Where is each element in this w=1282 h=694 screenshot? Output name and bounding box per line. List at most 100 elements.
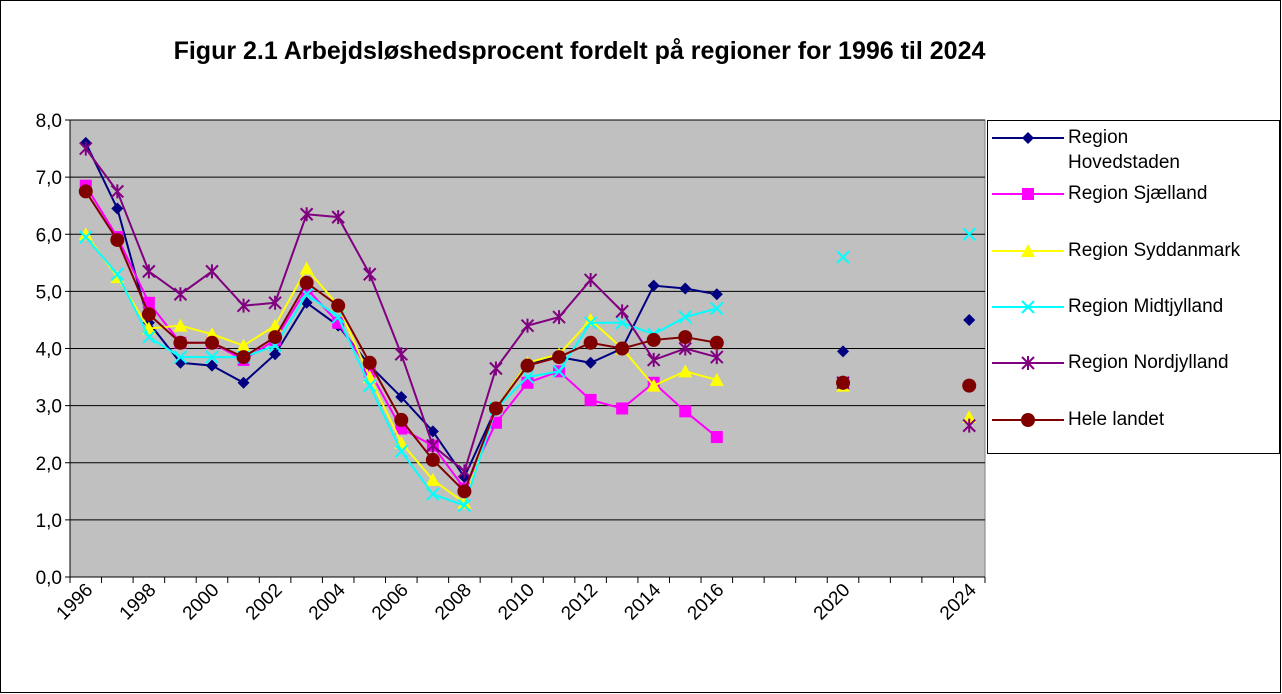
marker	[552, 350, 567, 365]
x-tick-label: 2020	[810, 580, 855, 625]
marker	[205, 350, 219, 364]
legend-label: Hele landet	[1068, 409, 1165, 430]
legend-item: Region Nordjylland	[988, 350, 1229, 376]
legend-label: Region Nordjylland	[1068, 352, 1229, 373]
marker	[709, 335, 724, 350]
marker	[710, 288, 723, 301]
x-tick-label: 2002	[242, 580, 287, 625]
marker	[426, 438, 440, 453]
legend-item: Region Syddanmark	[988, 238, 1240, 264]
y-tick-label: 0,0	[36, 568, 62, 589]
marker	[362, 370, 377, 384]
x-tick-label: 2016	[684, 580, 729, 625]
marker	[1021, 244, 1035, 257]
marker	[299, 275, 314, 290]
marker	[457, 495, 472, 509]
marker	[678, 364, 693, 378]
marker	[173, 318, 188, 332]
marker	[616, 402, 629, 415]
legend-swatch	[992, 188, 1064, 200]
marker	[204, 335, 219, 350]
x-tick-label: 2008	[431, 580, 476, 625]
marker	[1021, 300, 1035, 314]
marker	[269, 348, 282, 361]
marker	[678, 330, 693, 345]
marker	[520, 370, 535, 384]
y-tick-label: 1,0	[36, 511, 62, 532]
marker	[268, 295, 282, 310]
marker	[679, 282, 692, 295]
marker	[395, 391, 408, 404]
marker	[205, 359, 218, 372]
legend-swatch	[992, 413, 1064, 427]
marker	[394, 444, 409, 459]
marker	[710, 350, 724, 365]
marker	[236, 350, 251, 365]
marker	[78, 184, 93, 199]
marker	[111, 202, 124, 215]
marker	[647, 279, 660, 292]
marker	[173, 350, 188, 364]
marker	[678, 310, 692, 324]
marker	[488, 401, 503, 416]
marker	[552, 310, 566, 325]
marker	[615, 341, 630, 356]
marker	[299, 287, 314, 301]
x-tick-label: 2000	[179, 580, 224, 625]
marker	[141, 307, 156, 322]
marker	[331, 210, 345, 225]
y-tick-label: 2,0	[36, 454, 62, 475]
x-tick-label: 2010	[494, 580, 539, 625]
marker	[142, 264, 156, 279]
y-tick-label: 5,0	[36, 282, 62, 303]
legend-swatch	[992, 244, 1064, 257]
x-tick-label: 2004	[305, 579, 350, 624]
marker	[710, 301, 724, 316]
x-tick-label: 2024	[936, 579, 981, 624]
marker	[962, 378, 977, 393]
marker	[331, 298, 346, 313]
marker	[268, 330, 283, 345]
x-tick-label: 2006	[368, 580, 413, 625]
legend-swatch	[992, 132, 1064, 144]
marker	[583, 316, 598, 330]
marker	[79, 141, 93, 156]
y-tick-label: 8,0	[36, 111, 62, 132]
marker	[836, 250, 850, 264]
marker	[584, 393, 597, 406]
marker	[1021, 413, 1035, 427]
marker	[425, 452, 440, 467]
marker	[110, 267, 125, 281]
marker	[1022, 188, 1034, 200]
legend-label: Region Hovedstaden	[1068, 127, 1180, 173]
x-tick-label: 1998	[116, 580, 161, 625]
marker	[236, 298, 251, 313]
marker	[457, 464, 472, 479]
legend-swatch	[992, 356, 1064, 370]
marker	[425, 472, 440, 486]
marker	[331, 310, 345, 324]
marker	[963, 313, 976, 326]
legend-label: Region Sjælland	[1068, 183, 1208, 204]
marker	[1022, 132, 1034, 144]
legend-swatch	[992, 300, 1064, 314]
marker	[78, 227, 93, 241]
y-tick-label: 4,0	[36, 340, 62, 361]
legend-label: Region Midtjylland	[1068, 296, 1224, 317]
marker	[836, 375, 851, 390]
marker	[141, 321, 156, 335]
marker	[394, 435, 409, 449]
marker	[173, 335, 188, 350]
marker	[584, 356, 597, 369]
x-tick-label: 2014	[620, 579, 665, 624]
marker	[962, 227, 976, 241]
marker	[679, 405, 692, 418]
marker	[300, 296, 313, 309]
marker	[363, 267, 377, 282]
marker	[142, 330, 156, 344]
marker	[489, 361, 503, 376]
marker	[79, 230, 93, 244]
